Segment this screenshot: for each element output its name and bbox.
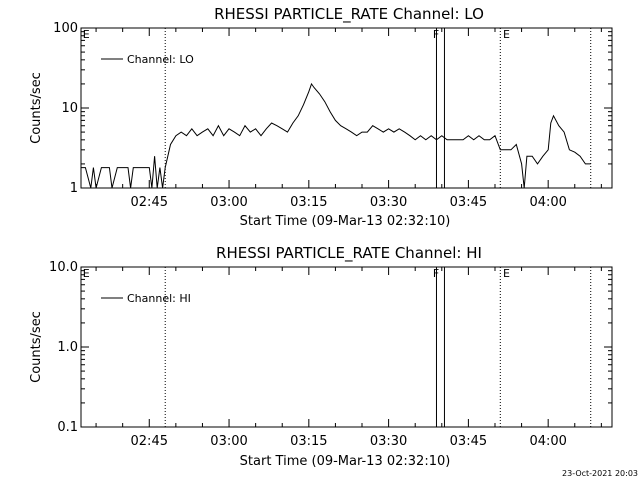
footer-date: 23-Oct-2021 20:03 xyxy=(562,469,638,478)
chart-lo-series-line xyxy=(81,82,591,189)
chart-lo-marker-letter: E xyxy=(503,28,510,41)
chart-hi-ytick-label: 0.1 xyxy=(57,420,78,435)
chart-hi-xlabel: Start Time (09-Mar-13 02:32:10) xyxy=(240,454,451,469)
chart-hi-xtick-label: 04:00 xyxy=(529,434,566,449)
chart-lo-ytick-label: 10 xyxy=(61,101,78,116)
chart-lo-frame xyxy=(80,27,613,189)
chart-lo-xtick-label: 03:30 xyxy=(370,195,407,210)
chart-lo-xtick-label: 03:45 xyxy=(450,195,487,210)
chart-lo-legend-label: Channel: LO xyxy=(127,53,194,66)
chart-lo-title: RHESSI PARTICLE_RATE Channel: LO xyxy=(214,5,484,24)
chart-hi-frame xyxy=(80,266,613,428)
chart-hi-marker-letter: F xyxy=(433,267,439,280)
chart-hi-marker-letter: E xyxy=(83,267,90,280)
chart-lo-ylabel: Counts/sec xyxy=(29,72,44,144)
chart-hi-ytick-label: 10.0 xyxy=(49,260,78,275)
chart-lo-xtick-label: 04:00 xyxy=(529,195,566,210)
chart-lo-ytick-label: 1 xyxy=(70,181,78,196)
chart-hi: RHESSI PARTICLE_RATE Channel: HI Counts/… xyxy=(29,244,613,469)
chart-hi-xtick-label: 03:30 xyxy=(370,434,407,449)
chart-hi-ylabel: Counts/sec xyxy=(29,311,44,383)
chart-hi-xtick-label: 03:15 xyxy=(290,434,327,449)
chart-lo-marker-letter: F xyxy=(433,28,439,41)
chart-hi-marker-letter: E xyxy=(503,267,510,280)
chart-hi-xtick-label: 03:45 xyxy=(450,434,487,449)
chart-lo-marker-letter: E xyxy=(83,28,90,41)
chart-lo-xtick-label: 03:00 xyxy=(210,195,247,210)
chart-hi-legend-label: Channel: HI xyxy=(127,292,191,305)
chart-hi-xtick-label: 02:45 xyxy=(131,434,168,449)
chart-lo-xtick-label: 03:15 xyxy=(290,195,327,210)
chart-hi-ytick-label: 1.0 xyxy=(57,340,78,355)
chart-lo-xlabel: Start Time (09-Mar-13 02:32:10) xyxy=(240,214,451,229)
chart-lo-ytick-label: 100 xyxy=(53,21,78,36)
chart-lo: RHESSI PARTICLE_RATE Channel: LO Counts/… xyxy=(29,5,613,229)
chart-lo-xtick-label: 02:45 xyxy=(131,195,168,210)
chart-hi-xtick-label: 03:00 xyxy=(210,434,247,449)
chart-hi-title: RHESSI PARTICLE_RATE Channel: HI xyxy=(216,244,482,263)
